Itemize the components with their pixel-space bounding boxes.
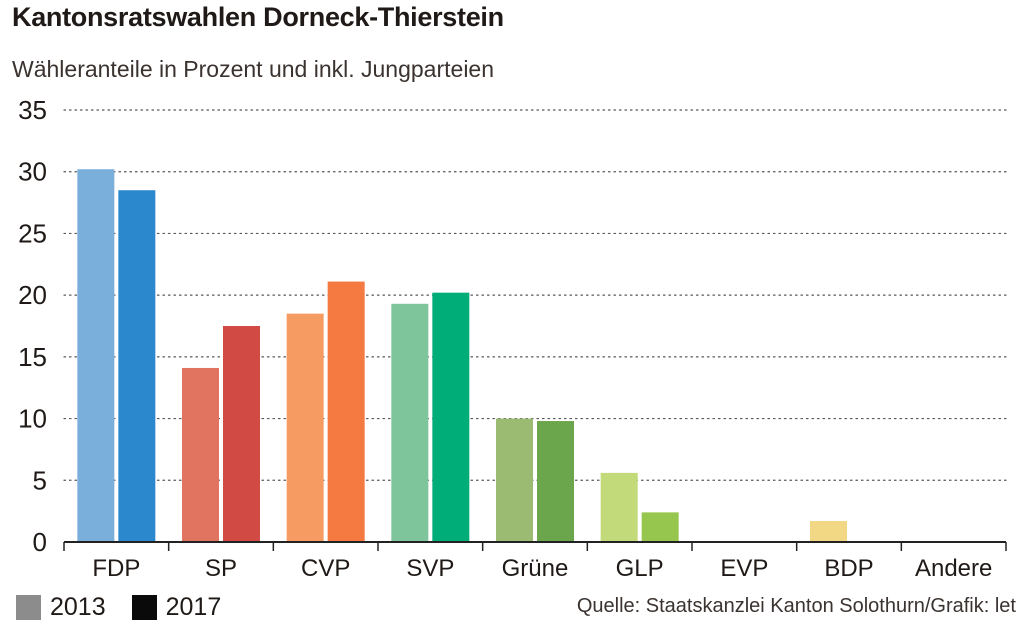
legend-item-2013: 2013	[16, 593, 106, 622]
y-tick-label: 0	[33, 527, 47, 557]
x-tick-label: BDP	[824, 555, 873, 582]
bar-2013-grüne	[496, 418, 533, 542]
x-tick-label: GLP	[616, 555, 664, 582]
bar-2013-cvp	[286, 313, 324, 542]
x-tick-label: SP	[205, 555, 237, 582]
bar-2017-fdp	[118, 190, 156, 542]
x-tick-label: EVP	[720, 555, 768, 582]
y-tick-label: 20	[18, 280, 47, 310]
bar-2017-svp	[432, 292, 470, 542]
x-tick-label: FDP	[92, 555, 140, 582]
legend-label-2013: 2013	[50, 592, 106, 621]
bar-2017-sp	[223, 326, 260, 542]
legend-label-2017: 2017	[165, 592, 222, 621]
chart-title: Kantonsratswahlen Dorneck-Thierstein	[12, 2, 504, 32]
y-tick-label: 15	[18, 342, 47, 372]
bar-2013-sp	[182, 367, 219, 542]
source-note: Quelle: Staatskanzlei Kanton Solothurn/G…	[576, 595, 1016, 617]
y-tick-label: 35	[18, 95, 47, 125]
chart-subtitle: Wähleranteile in Prozent und inkl. Jungp…	[12, 56, 495, 82]
y-tick-label: 25	[18, 218, 47, 248]
bar-2017-grüne	[537, 421, 574, 542]
legend: 2013 2017	[16, 592, 247, 622]
bar-2013-glp	[600, 472, 638, 542]
bar-2013-fdp	[77, 169, 115, 542]
x-tick-label: Andere	[915, 555, 992, 582]
bar-2013-bdp	[810, 521, 847, 542]
legend-swatch-2017	[131, 594, 157, 620]
y-tick-label: 5	[33, 465, 47, 495]
bar-2017-cvp	[327, 281, 365, 542]
x-tick-label: Grüne	[502, 555, 569, 582]
x-tick-label: CVP	[301, 555, 350, 582]
legend-swatch-2013	[16, 594, 41, 620]
bar-2013-svp	[391, 303, 429, 542]
x-tick-label: SVP	[406, 555, 454, 582]
y-tick-label: 30	[18, 157, 47, 187]
y-tick-label: 10	[18, 404, 47, 434]
legend-item-2017: 2017	[131, 592, 222, 622]
bar-2017-glp	[641, 512, 679, 542]
